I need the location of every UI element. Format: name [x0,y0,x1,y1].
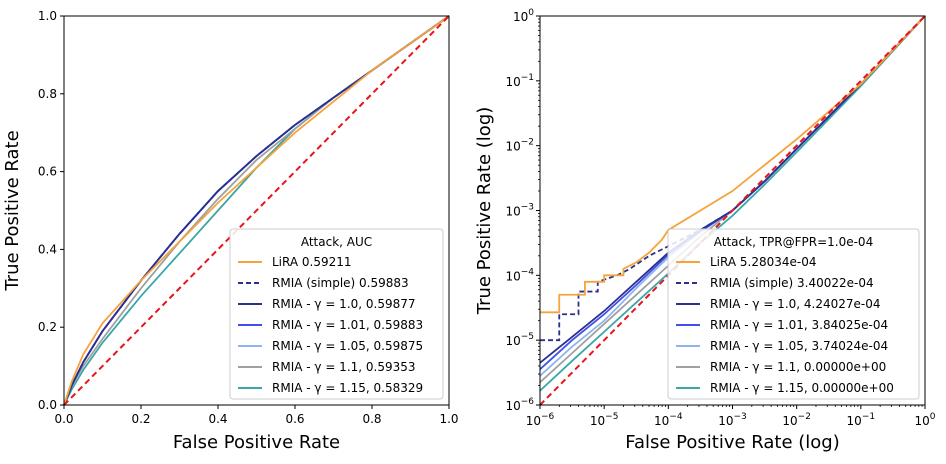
left-legend-title: Attack, AUC [301,235,372,249]
left-x-tick-label: 0.4 [208,412,227,426]
left-legend-label: LiRA 0.59211 [272,255,352,269]
right-y-tick-label: 10−1 [505,73,534,89]
left-legend-box [229,228,444,400]
left-series-group [63,15,450,406]
left-legend-label: RMIA - γ = 1.01, 0.59883 [272,318,423,332]
right-legend-label: RMIA - γ = 1.1, 0.00000e+00 [710,360,886,374]
right-x-tick-label: 10−3 [718,412,747,428]
left-legend-label: RMIA - γ = 1.0, 0.59877 [272,297,416,311]
left-diagonal-line [63,15,450,406]
left-x-tick-label: 0.2 [131,412,150,426]
left-y-tick-label: 1.0 [38,9,57,23]
right-y-tick-label: 10−4 [505,267,534,283]
right-legend-title: Attack, TPR@FPR=1.0e-04 [714,235,873,249]
left-ticks-group: 0.0 0.2 0.4 0.6 0.8 1.0 0.0 0.2 0.4 0.6 0.8 1.0 [38,9,459,426]
left-axes-frame [63,15,450,406]
right-x-tick-label: 10−6 [526,412,555,428]
right-y-tick-label: 100 [513,8,534,24]
left-x-tick-label: 0.0 [54,412,73,426]
right-y-tick-label: 10−5 [505,332,534,348]
left-legend-label: RMIA - γ = 1.15, 0.58329 [272,381,423,395]
left-y-axis-label: True Positive Rate [2,130,23,291]
right-legend-box [667,228,920,400]
right-x-tick-label: 10−5 [590,412,619,428]
roc-chart-linear: 0.0 0.2 0.4 0.6 0.8 1.0 0.0 0.2 0.4 0.6 0.8 1.0 Fal… [2,9,459,453]
left-series-line [63,15,450,406]
roc-chart-log: 10−6 10−5 10−4 10−3 10−2 10−1 100 10−6 10−5 10−4 1… [474,8,936,453]
right-x-axis-label: False Positive Rate (log) [625,432,840,453]
right-x-tick-label: 100 [914,412,935,428]
left-legend: Attack, AUC LiRA 0.59211 RMIA (simple) 0.5… [229,228,444,400]
right-x-tick-label: 10−4 [654,412,683,428]
right-legend-label: RMIA - γ = 1.01, 3.84025e-04 [710,318,888,332]
right-y-axis-label: True Positive Rate (log) [474,107,495,316]
left-y-tick-label: 0.4 [38,242,57,256]
right-y-tick-label: 10−6 [505,397,534,413]
right-diagonal-line [539,15,926,406]
left-legend-label: RMIA - γ = 1.1, 0.59353 [272,360,416,374]
right-legend-label: LiRA 5.28034e-04 [710,255,817,269]
right-x-tick-label: 10−2 [782,412,811,428]
left-x-tick-label: 0.6 [285,412,304,426]
left-x-tick-label: 1.0 [439,412,458,426]
left-y-tick-label: 0.6 [38,165,57,179]
left-x-tick-label: 0.8 [362,412,381,426]
right-x-tick-label: 10−1 [847,412,876,428]
right-y-tick-label: 10−3 [505,203,534,219]
right-series-line [540,15,926,342]
right-legend-label: RMIA - γ = 1.15, 0.00000e+00 [710,381,894,395]
left-series-line [63,15,450,406]
left-y-tick-label: 0.2 [38,320,57,334]
right-legend-label: RMIA - γ = 1.05, 3.74024e-04 [710,339,888,353]
right-legend-label: RMIA - γ = 1.0, 4.24027e-04 [710,297,881,311]
right-y-tick-label: 10−2 [505,138,534,154]
left-legend-label: RMIA - γ = 1.05, 0.59875 [272,339,423,353]
left-x-axis-label: False Positive Rate [173,432,340,453]
left-legend-label: RMIA (simple) 0.59883 [272,276,409,290]
left-y-tick-label: 0.0 [38,398,57,412]
right-ticks-group: 10−6 10−5 10−4 10−3 10−2 10−1 100 10−6 10−5 10−4 1… [505,8,935,428]
right-legend-label: RMIA (simple) 3.40022e-04 [710,276,874,290]
left-y-tick-label: 0.8 [38,87,57,101]
right-legend: Attack, TPR@FPR=1.0e-04 LiRA 5.28034e-04 R… [667,228,920,400]
right-series-line [540,15,926,314]
